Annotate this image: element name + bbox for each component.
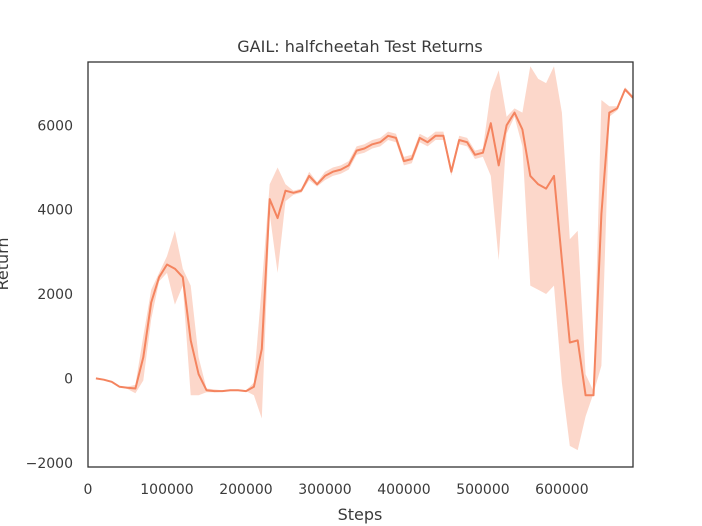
x-tick-label: 0 — [84, 482, 93, 498]
y-tick-label: 4000 — [37, 203, 73, 219]
y-axis-ticks: −2000 0 2000 4000 6000 — [26, 118, 73, 472]
x-tick-label: 600000 — [535, 482, 588, 498]
x-tick-label: 500000 — [456, 482, 509, 498]
series-line — [95, 88, 633, 397]
x-tick-label: 400000 — [377, 482, 430, 498]
x-tick-label: 100000 — [140, 482, 193, 498]
x-tick-label: 200000 — [219, 482, 272, 498]
x-axis-ticks: 0 100000 200000 300000 400000 500000 600000 — [84, 482, 589, 498]
y-tick-label: −2000 — [26, 456, 73, 472]
x-tick-label: 300000 — [298, 482, 351, 498]
y-tick-label: 0 — [64, 371, 73, 387]
y-tick-label: 6000 — [37, 118, 73, 134]
y-tick-label: 2000 — [37, 287, 73, 303]
confidence-band — [95, 66, 633, 451]
x-axis-label: Steps — [338, 505, 383, 524]
y-axis-label: Return — [0, 237, 12, 290]
chart-title: GAIL: halfcheetah Test Returns — [237, 37, 482, 56]
plot-frame — [87, 61, 634, 468]
